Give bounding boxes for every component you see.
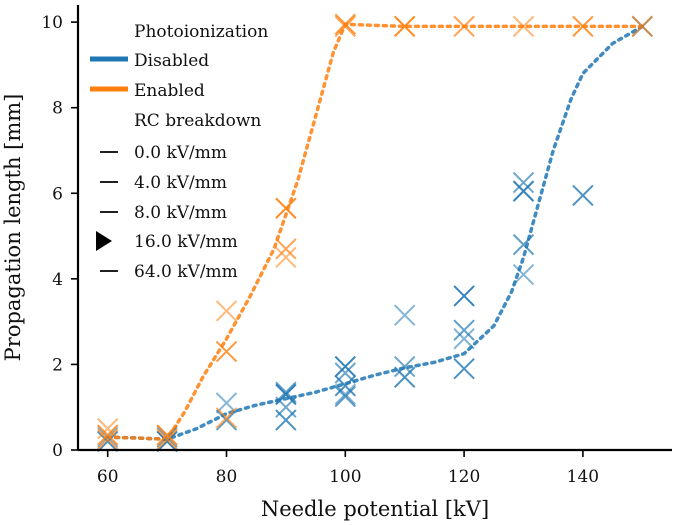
y-tick-label: 8 bbox=[52, 99, 63, 119]
legend-label-breakdown: 0.0 kV/mm bbox=[134, 143, 227, 163]
data-point-enabled bbox=[96, 417, 119, 440]
data-point-enabled bbox=[156, 424, 178, 446]
data-point-enabled bbox=[96, 424, 119, 446]
legend-label-disabled: Disabled bbox=[134, 51, 209, 71]
y-tick-label: 6 bbox=[52, 184, 63, 204]
data-point-disabled bbox=[215, 409, 238, 431]
y-tick-label: 10 bbox=[41, 13, 63, 33]
data-point-enabled bbox=[96, 428, 119, 451]
data-point-disabled bbox=[156, 430, 178, 453]
data-point-enabled bbox=[453, 15, 475, 38]
x-tick-label: 80 bbox=[216, 467, 238, 487]
y-tick-label: 4 bbox=[52, 270, 63, 290]
legend-marker-triangle-icon bbox=[96, 231, 112, 251]
data-point-disabled bbox=[96, 426, 119, 448]
data-point-disabled bbox=[512, 233, 535, 256]
data-point-disabled bbox=[453, 328, 475, 350]
data-point-enabled bbox=[156, 428, 178, 451]
legend-label-breakdown: 4.0 kV/mm bbox=[134, 173, 227, 193]
trend-line-disabled bbox=[105, 24, 645, 442]
data-point-disabled bbox=[393, 366, 416, 388]
data-point-disabled bbox=[275, 381, 297, 403]
y-axis-label: Propagation length [mm] bbox=[1, 94, 25, 362]
data-point-enabled bbox=[275, 238, 297, 260]
data-point-disabled bbox=[512, 180, 535, 202]
data-point-disabled bbox=[334, 385, 357, 408]
legend-title-photoionization: Photoionization bbox=[134, 22, 268, 42]
trend-line-enabled bbox=[105, 22, 645, 442]
x-tick-label: 140 bbox=[567, 467, 599, 487]
x-tick-label: 100 bbox=[329, 467, 361, 487]
data-point-enabled bbox=[215, 407, 238, 429]
data-point-enabled bbox=[512, 15, 535, 38]
data-point-enabled bbox=[572, 15, 594, 38]
data-point-enabled bbox=[275, 246, 297, 269]
legend-label-enabled: Enabled bbox=[134, 81, 205, 101]
data-point-disabled bbox=[334, 383, 357, 406]
y-tick-label: 0 bbox=[52, 441, 63, 461]
data-point-enabled bbox=[215, 300, 238, 322]
data-point-disabled bbox=[572, 184, 594, 207]
legend-label-breakdown: 64.0 kV/mm bbox=[134, 262, 238, 282]
data-point-enabled bbox=[631, 15, 654, 38]
plot-area bbox=[96, 13, 654, 453]
data-point-disabled bbox=[453, 357, 475, 380]
data-point-disabled bbox=[453, 319, 475, 341]
legend-title-rc-breakdown: RC breakdown bbox=[134, 111, 261, 131]
data-point-disabled bbox=[393, 355, 416, 378]
x-axis-label: Needle potential [kV] bbox=[261, 497, 489, 521]
data-point-enabled bbox=[334, 15, 357, 38]
data-point-disabled bbox=[156, 426, 178, 448]
data-point-disabled bbox=[512, 263, 535, 286]
data-point-disabled bbox=[215, 392, 238, 414]
data-point-disabled bbox=[512, 171, 535, 194]
y-tick-label: 2 bbox=[52, 355, 63, 375]
legend-label-breakdown: 16.0 kV/mm bbox=[134, 232, 238, 252]
x-tick-label: 60 bbox=[97, 467, 119, 487]
legend-label-breakdown: 8.0 kV/mm bbox=[134, 203, 227, 223]
data-point-disabled bbox=[453, 285, 475, 307]
data-point-disabled bbox=[275, 383, 297, 406]
data-point-disabled bbox=[334, 362, 357, 384]
data-point-enabled bbox=[334, 13, 357, 35]
x-tick-label: 120 bbox=[448, 467, 480, 487]
data-point-disabled bbox=[334, 355, 357, 378]
data-point-disabled bbox=[393, 304, 416, 326]
legend: Photoionization Disabled Enabled RC breakdo… bbox=[90, 22, 268, 282]
data-point-enabled bbox=[275, 197, 297, 219]
axes: 60 80 100 120 140 0 2 4 6 8 10 Needle potential [kV… bbox=[1, 5, 672, 521]
data-point-enabled bbox=[393, 15, 416, 38]
data-point-enabled bbox=[215, 340, 238, 363]
